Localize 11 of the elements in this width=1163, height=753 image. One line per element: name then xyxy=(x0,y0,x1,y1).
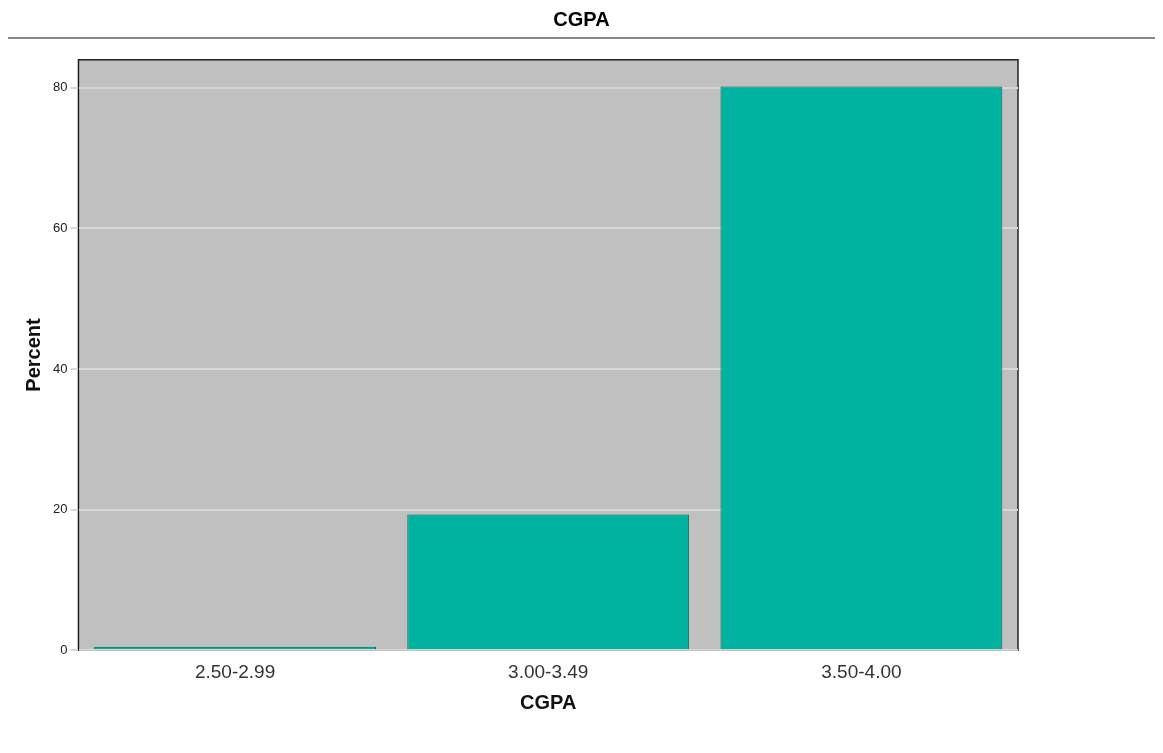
x-tick-label: 3.50-4.00 xyxy=(821,660,902,682)
y-tick-label: 60 xyxy=(52,220,68,236)
y-tick-label: 0 xyxy=(60,641,68,657)
y-tick-label: 40 xyxy=(52,360,68,376)
y-tick-label: 80 xyxy=(52,79,68,95)
chart-title: CGPA xyxy=(8,8,1155,39)
x-axis-title: CGPA xyxy=(520,690,577,713)
y-axis-title: Percent xyxy=(21,317,44,392)
y-tick-label: 20 xyxy=(52,501,68,517)
x-tick-label: 2.50-2.99 xyxy=(194,660,276,682)
x-tick-label: 3.00-3.49 xyxy=(508,660,589,682)
